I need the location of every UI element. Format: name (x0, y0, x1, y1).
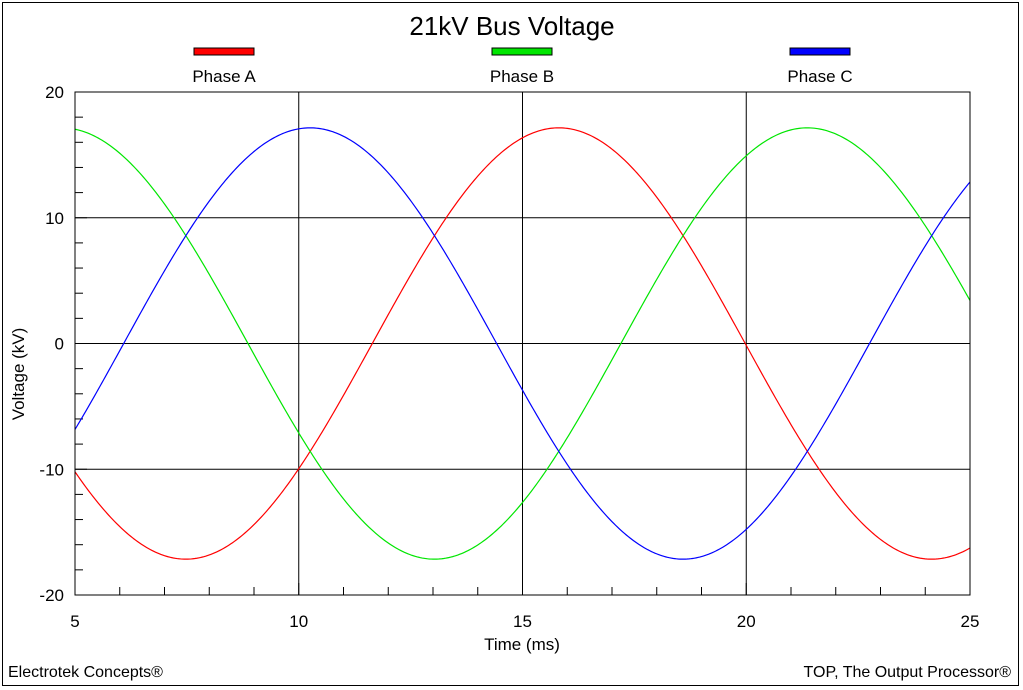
y-tick-label: -10 (39, 460, 64, 479)
legend-swatch (193, 47, 255, 56)
y-tick-label: 10 (45, 209, 64, 228)
footer-left-credit: Electrotek Concepts® (8, 664, 163, 681)
series-line-phase-b (74, 127, 971, 560)
plot-area-border (74, 91, 971, 596)
series-line-phase-a (74, 127, 971, 560)
y-tick-label: 20 (45, 83, 64, 102)
axis-ticks (74, 91, 971, 596)
legend-label: Phase C (787, 67, 852, 86)
tick-labels: 5 10 15 20 25 -20 -10 0 10 20 (39, 83, 979, 631)
series-layer (74, 127, 971, 560)
x-tick-label: 10 (289, 612, 308, 631)
legend: Phase A Phase B Phase C (192, 47, 853, 86)
grid (75, 92, 970, 595)
y-axis-label: Voltage (kV) (9, 328, 28, 421)
y-tick-label: 0 (55, 335, 64, 354)
x-tick-label: 5 (70, 612, 79, 631)
legend-swatch (491, 47, 553, 56)
y-tick-label: -20 (39, 586, 64, 605)
footer-right-credit: TOP, The Output Processor® (803, 664, 1011, 681)
legend-swatch (789, 47, 851, 56)
x-tick-label: 15 (513, 612, 532, 631)
legend-label: Phase A (192, 67, 256, 86)
series-line-phase-c (74, 127, 971, 560)
x-axis-label: Time (ms) (484, 635, 560, 654)
chart-title: 21kV Bus Voltage (409, 11, 614, 41)
x-tick-label: 20 (737, 612, 756, 631)
legend-label: Phase B (490, 67, 554, 86)
x-tick-label: 25 (961, 612, 980, 631)
